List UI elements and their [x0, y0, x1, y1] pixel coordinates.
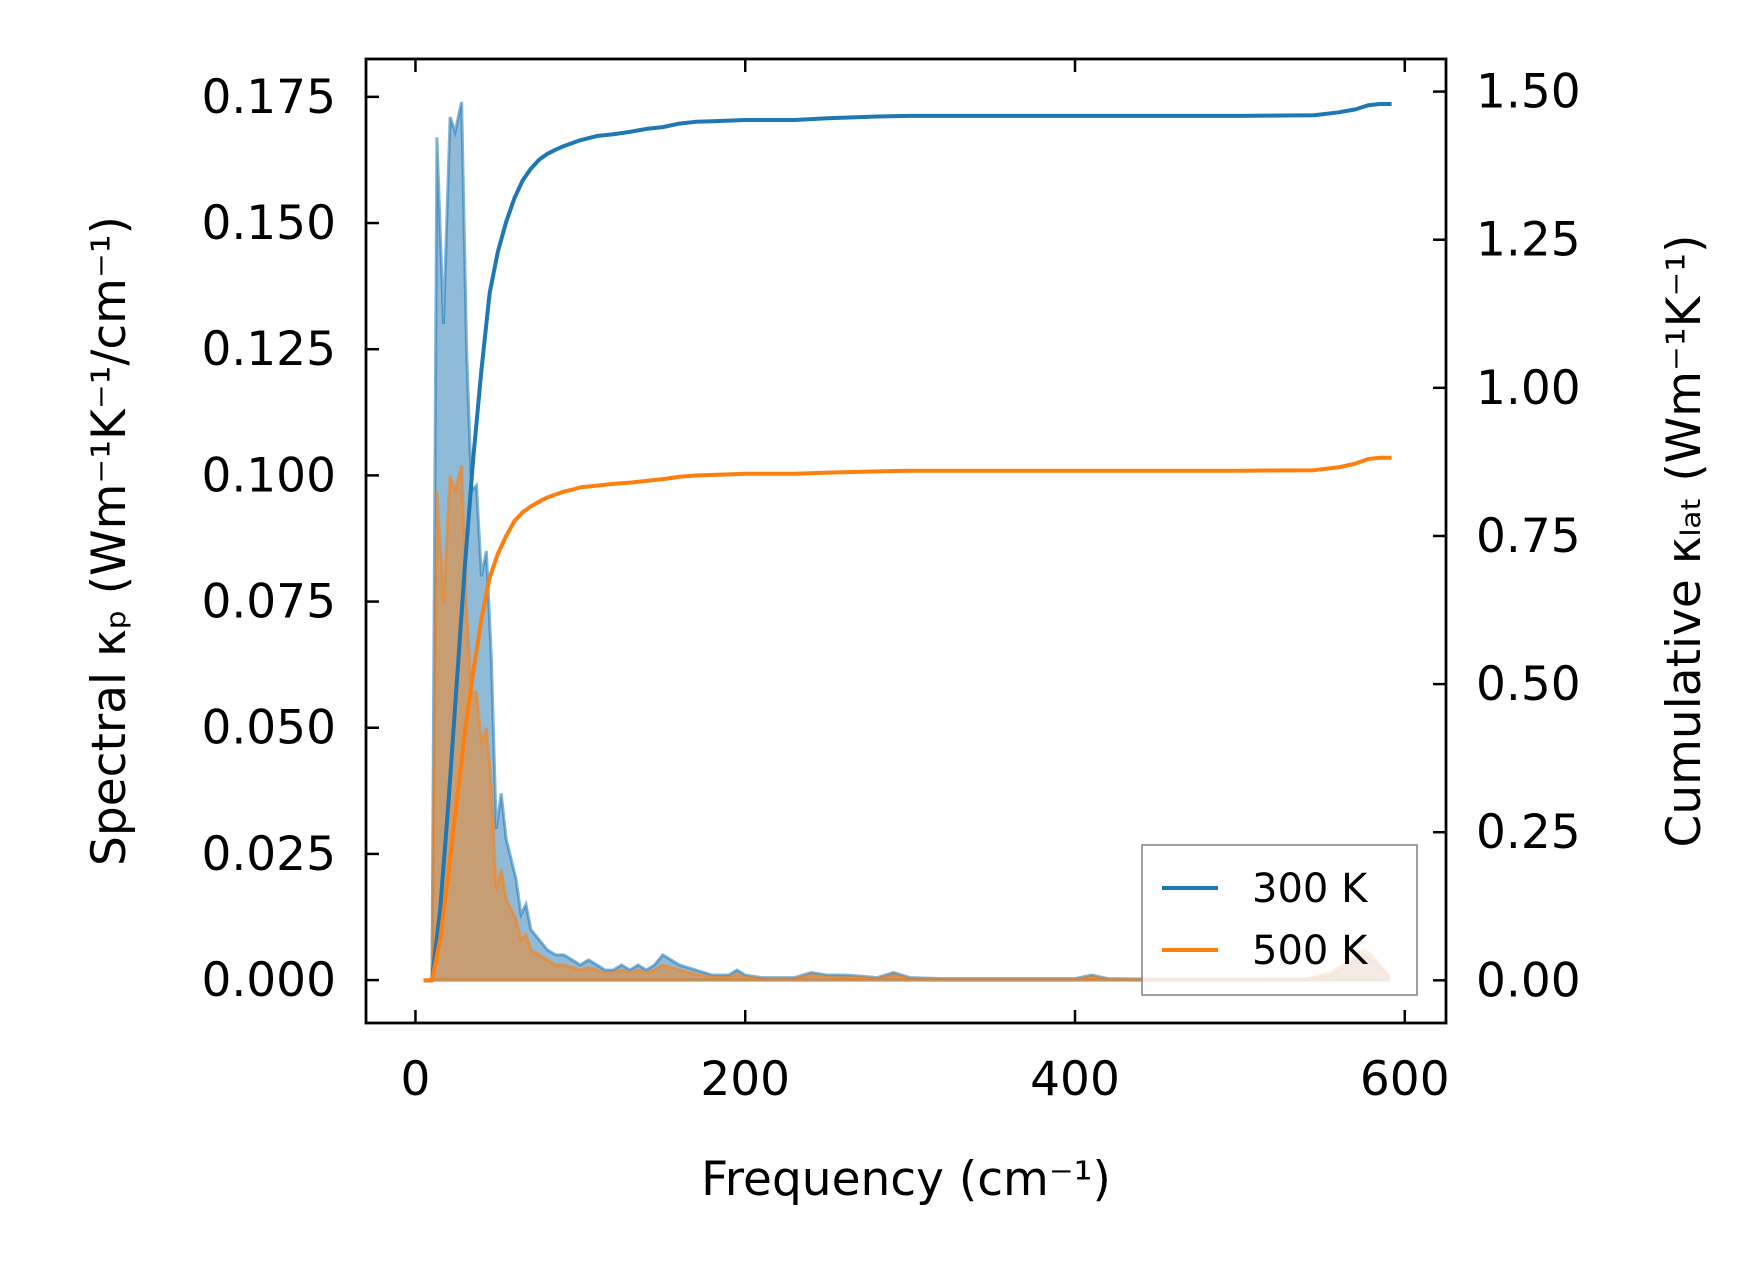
- y-left-tick-label: 0.125: [201, 322, 336, 377]
- y-left-tick-label: 0.100: [201, 448, 336, 503]
- y-left-tick-label: 0.075: [201, 575, 336, 630]
- legend-label-300k: 300 K: [1252, 866, 1369, 912]
- plot-frame: [364, 57, 1448, 1025]
- x-tick-label: 200: [700, 1052, 790, 1107]
- line-layer: [423, 102, 1392, 983]
- y-right-tick-label: 1.50: [1476, 65, 1581, 120]
- legend-box: [1141, 844, 1418, 996]
- x-tick-label: 600: [1360, 1052, 1450, 1107]
- y-left-tick-label: 0.150: [201, 196, 336, 251]
- tick-layer: 0 200 400 600 0.000 0.025 0.050 0.075 0.100 0.125…: [201, 59, 1581, 1107]
- spectral-area-300k: [423, 101, 1390, 982]
- y-left-tick-label: 0.025: [201, 827, 336, 882]
- legend: 300 K 500 K: [1141, 844, 1418, 996]
- y-left-tick-label: 0.000: [201, 953, 336, 1008]
- y-left-axis-label: Spectral κₚ (Wm⁻¹K⁻¹/cm⁻¹): [82, 216, 137, 866]
- y-right-tick-label: 0.00: [1476, 953, 1581, 1008]
- x-axis-label: Frequency (cm⁻¹): [701, 1152, 1111, 1207]
- y-right-tick-label: 0.75: [1476, 509, 1581, 564]
- y-right-tick-label: 0.50: [1476, 657, 1581, 712]
- y-left-tick-label: 0.175: [201, 70, 336, 125]
- y-right-tick-label: 1.25: [1476, 213, 1581, 268]
- spectral-area-layer: [423, 101, 1390, 982]
- cumulative-line-500k: [423, 455, 1392, 983]
- y-right-tick-label: 1.00: [1476, 361, 1581, 416]
- spectral-area-500k: [423, 464, 1390, 982]
- x-tick-label: 400: [1030, 1052, 1120, 1107]
- y-right-axis-label: Cumulative κₗₐₜ (Wm⁻¹K⁻¹): [1657, 235, 1712, 848]
- y-left-tick-label: 0.050: [201, 701, 336, 756]
- y-right-tick-label: 0.25: [1476, 805, 1581, 860]
- cumulative-line-300k: [423, 102, 1392, 983]
- x-tick-label: 0: [401, 1052, 431, 1107]
- legend-label-500k: 500 K: [1252, 928, 1369, 974]
